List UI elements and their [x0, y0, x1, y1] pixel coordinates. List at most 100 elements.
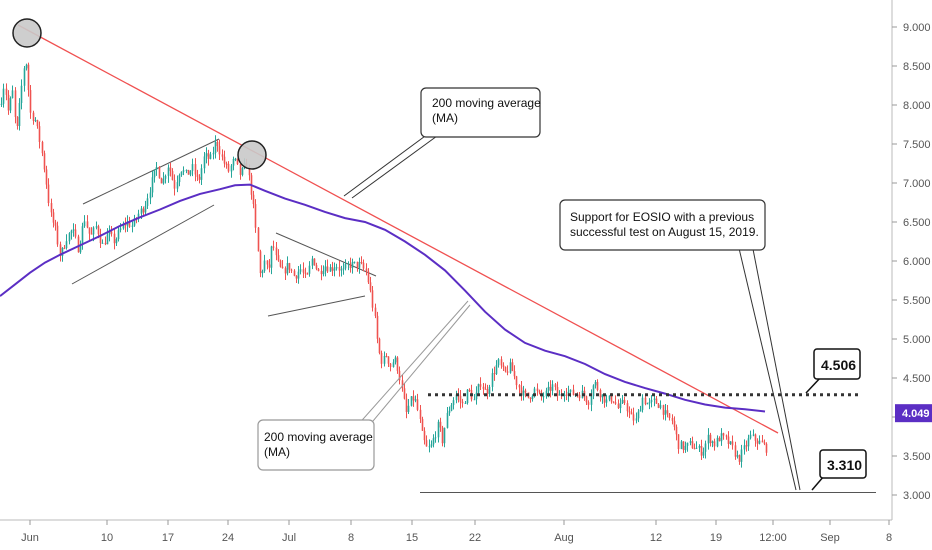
callout-text-line2: (MA)	[264, 445, 290, 459]
candle-body	[664, 410, 667, 415]
candle-body	[747, 438, 750, 447]
candle-body	[590, 396, 593, 405]
candle-body	[317, 268, 320, 272]
last-price-marker: 4.049	[895, 404, 932, 423]
candle-body	[25, 64, 28, 69]
candle-body	[272, 246, 275, 248]
candle-body	[27, 64, 30, 91]
candle-body	[558, 394, 561, 396]
candle-body	[153, 169, 156, 178]
candle-body	[320, 271, 323, 275]
candle-body	[275, 247, 278, 256]
candle-body	[36, 120, 39, 127]
candle-body	[356, 261, 359, 268]
candle-body	[254, 204, 257, 228]
pivot-circles	[12, 18, 267, 170]
candle-body	[227, 163, 230, 172]
candle-body	[439, 421, 442, 428]
candle-body	[752, 434, 755, 436]
candle-body	[230, 165, 233, 172]
candle-body	[630, 412, 633, 415]
candle-body	[475, 392, 478, 400]
x-tick-label: 8	[886, 532, 892, 544]
candle-body	[383, 355, 386, 364]
candle-body	[297, 271, 300, 279]
candle-body	[63, 247, 66, 249]
candle-body	[65, 241, 68, 249]
candle-body	[104, 242, 107, 245]
candle-body	[47, 184, 50, 204]
candle-body	[542, 396, 545, 398]
candle-body	[518, 385, 521, 388]
candle-body	[421, 418, 424, 431]
candle-body	[180, 171, 183, 175]
high-circle	[12, 18, 42, 48]
candle-body	[59, 244, 62, 256]
candle-body	[344, 264, 347, 269]
candle-body	[691, 441, 694, 449]
candle-body	[506, 371, 509, 373]
candle-body	[761, 440, 764, 443]
candle-body	[164, 175, 167, 179]
candle-body	[362, 262, 365, 269]
candle-body	[452, 400, 455, 406]
last-price-box	[895, 404, 932, 423]
candle-body	[419, 409, 422, 419]
descending-trendline	[17, 24, 779, 434]
candle-body	[722, 433, 725, 436]
candle-body	[432, 438, 435, 445]
candle-body	[7, 94, 10, 111]
candle-body	[592, 385, 595, 397]
candle-body	[401, 380, 404, 389]
candle-body	[176, 182, 179, 189]
candle-body	[50, 203, 53, 213]
candle-body	[425, 440, 428, 447]
candle-body	[77, 236, 80, 253]
candle-body	[650, 399, 653, 403]
x-tick-label: 8	[348, 532, 354, 544]
candle-body	[270, 246, 273, 268]
candle-body	[196, 174, 199, 177]
candle-body	[635, 418, 638, 421]
candle-body	[671, 417, 674, 421]
candle-body	[536, 388, 539, 391]
candle-body	[745, 445, 748, 447]
candle-body	[486, 389, 489, 394]
candle-body	[299, 269, 302, 272]
candle-body	[214, 141, 217, 153]
candle-body	[248, 168, 251, 176]
candle-body	[407, 405, 410, 412]
candle-body	[284, 268, 287, 274]
candle-body	[468, 389, 471, 391]
candle-body	[124, 224, 127, 226]
candle-body	[387, 356, 390, 364]
candle-body	[187, 169, 190, 175]
candle-body	[236, 158, 239, 165]
candle-body	[173, 180, 176, 189]
candle-body	[736, 455, 739, 457]
candle-body	[524, 390, 527, 393]
callout-pointer	[367, 304, 471, 428]
x-tick-label: 10	[101, 532, 113, 544]
candle-body	[32, 112, 35, 121]
candle-body	[641, 397, 644, 410]
candle-body	[342, 268, 345, 270]
candle-body	[648, 402, 651, 404]
candle-body	[146, 198, 149, 206]
candle-body	[614, 402, 617, 404]
candle-body	[266, 260, 269, 265]
candle-body	[182, 170, 185, 172]
y-tick-label: 3.000	[903, 490, 931, 502]
candle-body	[596, 381, 599, 391]
candle-body	[605, 399, 608, 403]
callout-text-line1: Support for EOSIO with a previous	[570, 210, 754, 224]
candle-body	[700, 445, 703, 456]
candle-body	[743, 445, 746, 450]
candle-body	[680, 441, 683, 450]
candle-body	[711, 441, 714, 443]
callout-pointer	[355, 300, 469, 428]
candle-body	[464, 402, 467, 404]
candle-body	[423, 430, 426, 441]
trend-lines	[17, 24, 779, 434]
